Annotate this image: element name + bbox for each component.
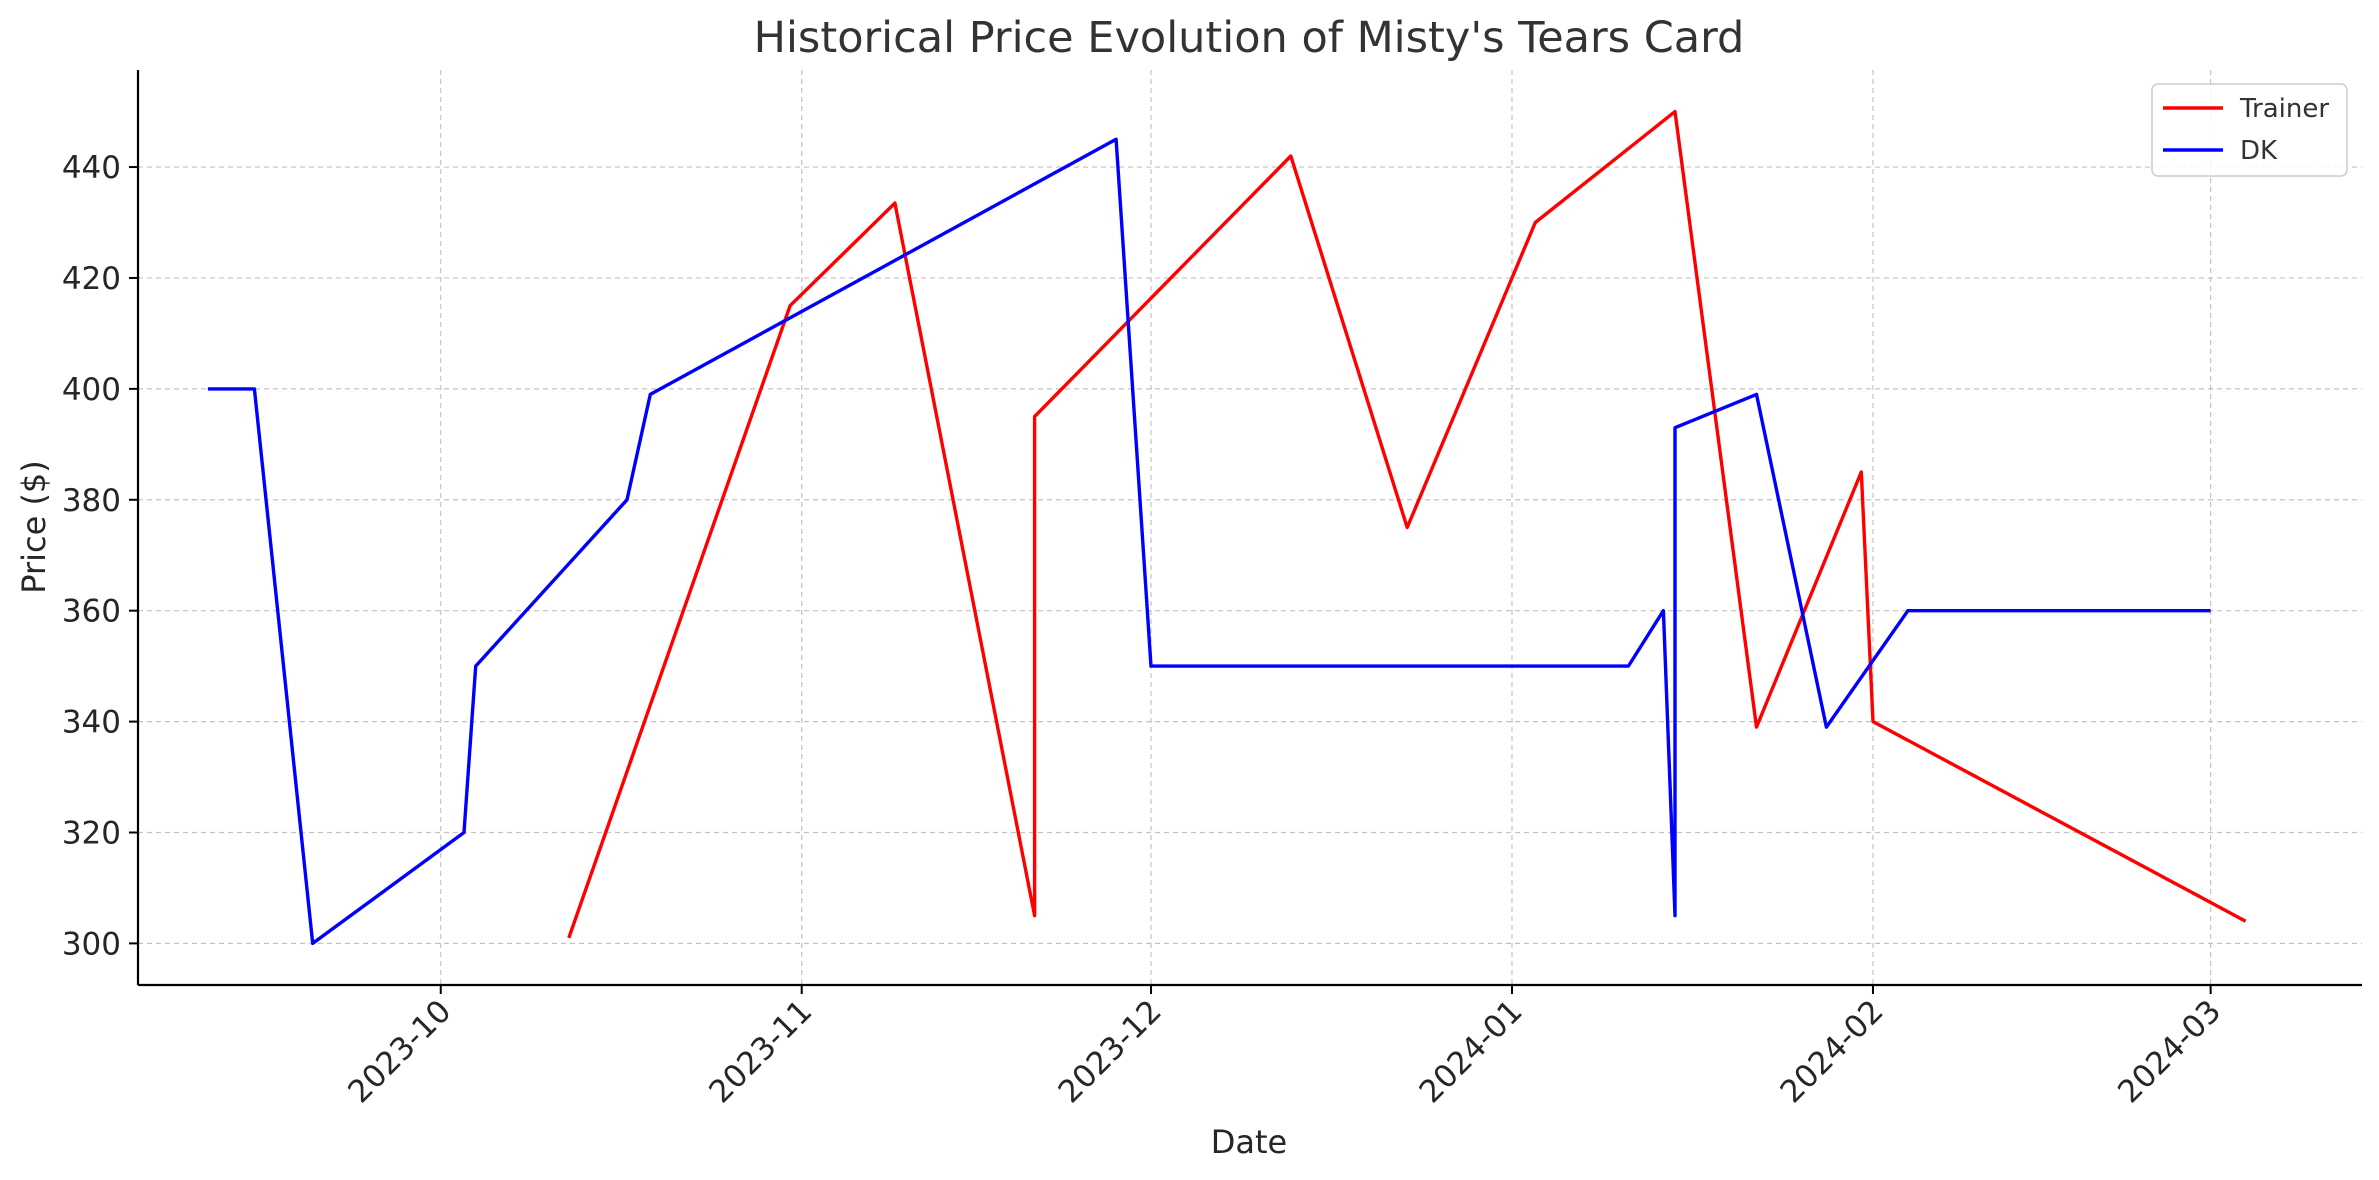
x-tick-label: 2023-12 xyxy=(1052,993,1169,1110)
x-axis-label: Date xyxy=(1211,1123,1287,1161)
series-line-trainer xyxy=(567,109,2247,939)
x-tick-label: 2024-02 xyxy=(1774,993,1891,1110)
series-line-dk xyxy=(207,137,2211,946)
legend-label-dk: DK xyxy=(2240,136,2278,166)
y-axis-label: Price ($) xyxy=(15,460,53,594)
x-tick-label: 2023-10 xyxy=(341,993,458,1110)
series-layer xyxy=(207,109,2247,946)
legend: Trainer DK xyxy=(2151,83,2348,177)
y-axis-ticks: 300 320 340 360 380 400 420 440 xyxy=(62,150,138,962)
y-tick-label: 340 xyxy=(62,705,121,741)
x-tick-label: 2024-03 xyxy=(2111,993,2228,1110)
x-axis-ticks: 2023-10 2023-11 2023-12 2024-01 2024-02 2024-… xyxy=(341,985,2228,1110)
y-tick-label: 400 xyxy=(62,372,121,408)
y-tick-label: 440 xyxy=(62,150,121,186)
x-tick-label: 2023-11 xyxy=(702,993,819,1110)
legend-label-trainer: Trainer xyxy=(2239,94,2329,124)
chart-title: Historical Price Evolution of Misty's Te… xyxy=(754,13,1745,63)
y-tick-label: 380 xyxy=(62,483,121,519)
y-tick-label: 300 xyxy=(62,926,121,962)
y-tick-label: 320 xyxy=(62,816,121,852)
y-tick-label: 420 xyxy=(62,261,121,297)
x-grid-lines xyxy=(440,70,2212,985)
y-grid-lines xyxy=(138,166,2362,945)
y-tick-label: 360 xyxy=(62,594,121,630)
x-tick-label: 2024-01 xyxy=(1413,993,1530,1110)
